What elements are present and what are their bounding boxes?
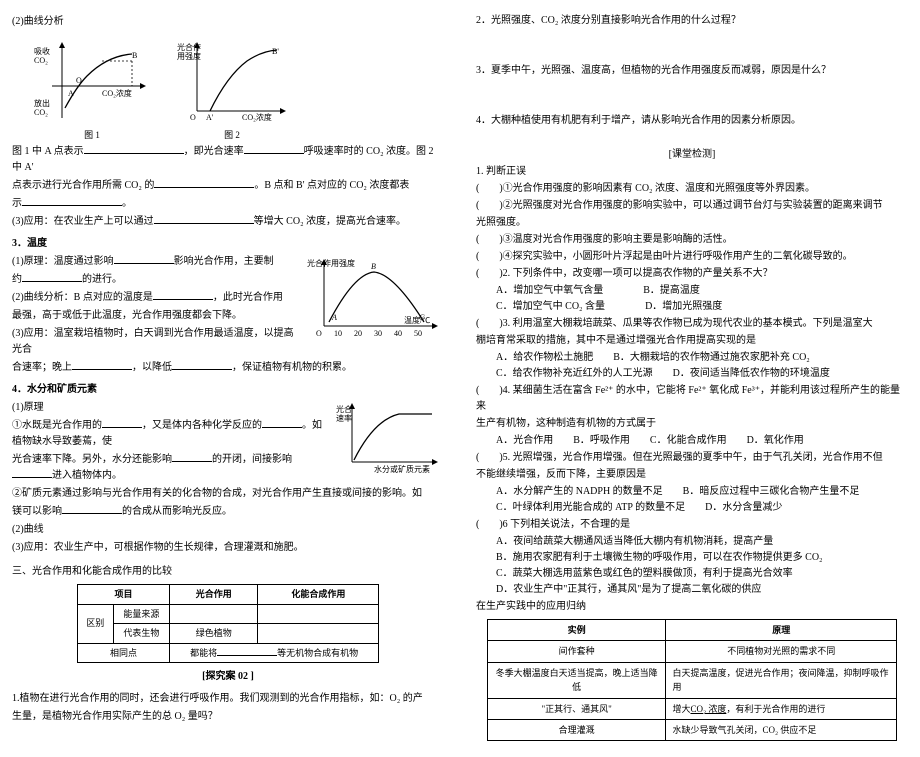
cmp-r1: 区别 [77,604,113,643]
svg-text:CO₂: CO₂ [34,108,48,117]
svg-text:吸收: 吸收 [34,46,50,56]
svg-text:温度/℃: 温度/℃ [404,315,430,325]
t5-opts: A．水分解产生的 NADPH 的数量不足 B．暗反应过程中三碳化合物产生量不足 … [476,484,908,516]
s4p3b: 镁可以影响的合成从而影响光反应。 [12,504,444,520]
q3: 3．夏季中午，光照强、温度高，但植物的光合作用强度反而减弱，原因是什么？ [476,63,908,79]
svg-text:光合作用强度: 光合作用强度 [307,258,355,268]
test-title: [课堂检测] [476,147,908,163]
ex-r1b: 不同植物对光照的需求不同 [666,641,897,662]
ex-h2: 原理 [666,620,897,641]
q2: 2．光照强度、CO₂ 浓度分别直接影响光合作用的什么过程？ [476,13,908,29]
cmp-r1a: 能量来源 [113,604,170,623]
svg-text:用强度: 用强度 [177,51,201,61]
svg-text:CO₂: CO₂ [34,56,48,65]
fig2-label: 图 2 [172,128,292,142]
svg-text:光合作: 光合作 [177,42,201,52]
svg-text:30: 30 [374,329,382,338]
t1-2b: 光照强度。 [476,215,908,231]
q1a: 1.植物在进行光合作用的同时，还会进行呼吸作用。我们观测到的光合作用指标，如：O… [12,691,444,707]
p-app-co2: (3)应用：在农业生产上可以通过等增大 CO₂ 浓度，提高光合速率。 [12,214,444,230]
ex-r4b: 水缺少导致气孔关闭，CO₂ 供应不足 [666,719,897,740]
ex-r1a: 间作套种 [487,641,666,662]
t1: 1. 判断正误 [476,164,908,180]
t1-4: ( )④探究实验中，小圆形叶片浮起是由叶片进行呼吸作用产生的二氧化碳导致的。 [476,249,908,265]
t5a: ( )5. 光照增强，光合作用增强。但在光照最强的夏季中午，由于气孔关闭，光合作… [476,450,908,466]
cmp-r1b: 代表生物 [113,624,170,643]
t4-opts: A．光合作用 B．呼吸作用 C．化能合成作用 D．氧化作用 [476,433,908,449]
cmp-r2-txt: 都能将等无机物合成有机物 [170,643,379,662]
sec4-title: 4．水分和矿质元素 [12,382,444,398]
cmp-r2: 相同点 [77,643,169,662]
cmp-h2: 光合作用 [170,585,258,604]
ex-r2a: 冬季大棚温度白天适当提高，晚上适当降低 [487,662,666,698]
svg-text:10: 10 [334,329,342,338]
cmp-h3: 化能合成作用 [258,585,379,604]
right-column: 2．光照强度、CO₂ 浓度分别直接影响光合作用的什么过程？ 3．夏季中午，光照强… [476,12,908,745]
svg-text:CO₂浓度: CO₂浓度 [102,88,132,98]
ex-r3a: "正其行、通其风" [487,698,666,719]
curve-title: (2)曲线分析 [12,14,444,30]
figure-2: 光合作 用强度 O A' B' CO₂浓度 图 2 [172,36,292,142]
t4a: ( )4. 某细菌生活在富含 Fe²⁺ 的水中，它能将 Fe²⁺ 氧化成 Fe³… [476,383,908,415]
s4p5: (3)应用：农业生产中，可根据作物的生长规律，合理灌溉和施肥。 [12,540,444,556]
cmp-h1: 项目 [77,585,169,604]
svg-text:O: O [316,329,322,338]
svg-text:A: A [331,313,337,322]
fig1-O: O [76,76,82,85]
t1-3: ( )③温度对光合作用强度的影响主要是影响酶的活性。 [476,232,908,248]
p-fig-desc-2b: 示。 [12,196,444,212]
ex-r4a: 合理灌溉 [487,719,666,740]
t6: ( )6 下列相关说法，不合理的是 [476,517,908,533]
t1-1: ( )①光合作用强度的影响因素有 CO₂ 浓度、温度和光照强度等外界因素。 [476,181,908,197]
s4p4: (2)曲线 [12,522,444,538]
t2-opts: A．增加空气中氧气含量 B．提高温度 C．增加空气中 CO₂ 含量 D．增加光照… [476,283,908,315]
svg-text:光合: 光合 [336,404,352,414]
fig1-B: B [132,51,137,60]
svg-text:40: 40 [394,329,402,338]
svg-text:放出: 放出 [34,98,50,108]
examples-table: 实例 原理 间作套种 不同植物对光照的需求不同 冬季大棚温度白天适当提高，晚上适… [487,619,897,741]
svg-text:水分或矿质元素: 水分或矿质元素 [374,464,430,474]
svg-text:A': A' [206,113,214,122]
t3-opts: A．给农作物松土施肥 B．大棚栽培的农作物通过施农家肥补充 CO₂ C．给农作物… [476,350,908,382]
t5b: 不能继续增强，反而下降，主要原因是 [476,467,908,483]
fig1-label: 图 1 [32,128,152,142]
svg-text:20: 20 [354,329,362,338]
t2: ( )2. 下列条件中，改变哪一项可以提高农作物的产量关系不大？ [476,266,908,282]
t3a: ( )3. 利用温室大棚栽培蔬菜、瓜果等农作物已成为现代农业的基本模式。下列是温… [476,316,908,332]
svg-text:O: O [190,113,196,122]
svg-text:50: 50 [414,329,422,338]
left-column: (2)曲线分析 吸收 CO₂ 放出 CO₂ O A [12,12,444,745]
figure-3-temp: 光合作用强度 A B C O 10 20 30 40 50 温度/℃ [304,254,444,344]
app-title: 在生产实践中的应用归纳 [476,599,908,615]
svg-text:B: B [371,262,376,271]
figure-row-co2: 吸收 CO₂ 放出 CO₂ O A B CO₂浓度 图 1 [32,36,444,142]
t3b: 棚培育常采取的措施，其中不是通过增强光合作用提高实现的是 [476,333,908,349]
svg-text:速率: 速率 [336,413,352,423]
s4p3a: ②矿质元素通过影响与光合作用有关的化合物的合成，对光合作用产生直接或间接的影响。… [12,486,444,502]
t4b: 生产有机物，这种制造有机物的方式属于 [476,416,908,432]
t1-2a: ( )②光照强度对光合作用强度的影响实验中，可以通过调节台灯与实验装置的距离来调… [476,198,908,214]
p-fig-desc-2: 点表示进行光合作用所需 CO₂ 的。B 点和 B' 点对应的 CO₂ 浓度都表 [12,178,444,194]
q4: 4．大棚种植使用有机肥有利于增产，请从影响光合作用的因素分析原因。 [476,113,908,129]
explore-title: [探究案 02 ] [12,669,444,685]
p-fig-desc-1: 图 1 中 A 点表示，即光合速率呼吸速率时的 CO₂ 浓度。图 2 中 A' [12,144,444,176]
q1b: 生量，是植物光合作用实际产生的总 O₂ 量吗？ [12,709,444,725]
ex-r2b: 白天提高温度，促进光合作用；夜间降温，抑制呼吸作用 [666,662,897,698]
cmp-r1b-v: 绿色植物 [170,624,258,643]
sec3-title: 3．温度 [12,236,444,252]
svg-text:CO₂浓度: CO₂浓度 [242,112,272,122]
figure-1: 吸收 CO₂ 放出 CO₂ O A B CO₂浓度 图 1 [32,36,152,142]
ex-h1: 实例 [487,620,666,641]
fig1-A: A [68,89,74,98]
s3p3b: 合速率；晚上，以降低，保证植物有机物的积累。 [12,360,444,376]
ex-r3b: 增大CO₂ 浓度，有利于光合作用的进行 [666,698,897,719]
figure-4-water: 光合 速率 水分或矿质元素 [334,400,444,480]
svg-text:B': B' [272,47,279,56]
comparison-table: 项目 光合作用 化能合成作用 区别 能量来源 代表生物 绿色植物 相同点 都能将… [77,584,379,663]
cmp-title: 三、光合作用和化能合成作用的比较 [12,564,444,580]
t6-opts: A．夜间给蔬菜大棚通风适当降低大棚内有机物消耗，提高产量 B．施用农家肥有利于土… [476,534,908,598]
